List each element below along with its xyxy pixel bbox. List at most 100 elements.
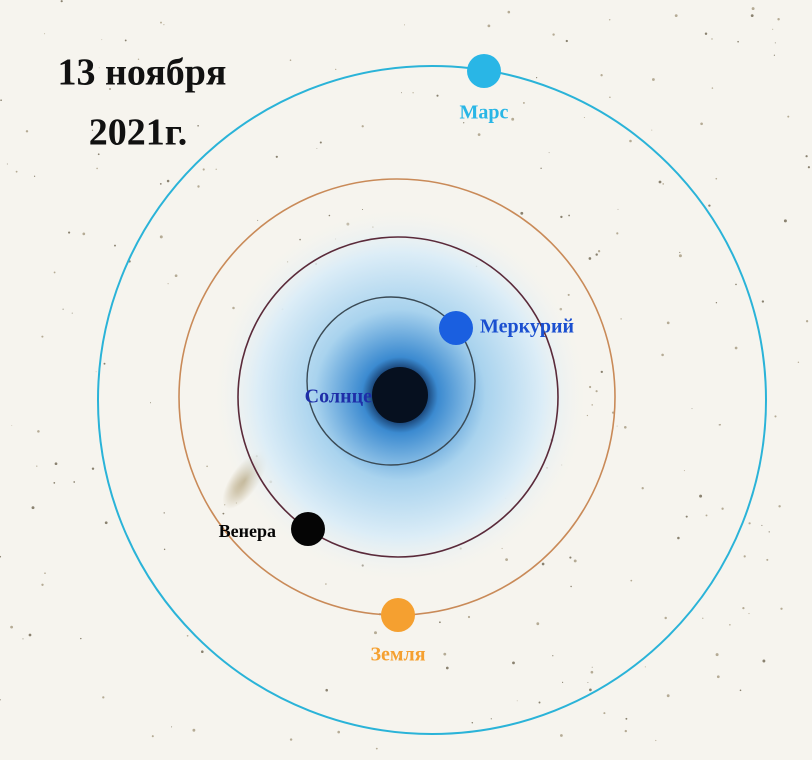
star [560, 216, 562, 218]
star [591, 404, 593, 406]
star [562, 682, 563, 683]
star [539, 702, 541, 704]
star [376, 748, 378, 750]
star [679, 252, 680, 253]
star [774, 55, 775, 56]
star [53, 482, 55, 484]
star [44, 572, 46, 574]
star [63, 309, 64, 310]
star [443, 653, 446, 656]
star [508, 11, 511, 14]
sun-label: Солнце [305, 386, 372, 408]
star [742, 607, 744, 609]
sun [372, 367, 428, 423]
star [766, 559, 768, 561]
star [692, 408, 693, 409]
star [679, 254, 682, 257]
star [716, 302, 717, 303]
star [36, 465, 37, 466]
star [222, 513, 224, 515]
star [512, 661, 515, 664]
star [774, 415, 776, 417]
planet-label: Меркурий [480, 316, 574, 338]
star [68, 232, 70, 234]
mars [467, 54, 501, 88]
star [592, 667, 593, 668]
star [160, 22, 162, 24]
star [652, 78, 655, 81]
star [175, 274, 178, 277]
star [201, 650, 204, 653]
star [523, 102, 525, 104]
star [216, 169, 217, 170]
star [73, 481, 75, 483]
star [751, 14, 754, 17]
star [37, 430, 40, 433]
star [598, 250, 600, 252]
star [41, 336, 43, 338]
star [511, 118, 514, 121]
star [642, 487, 644, 489]
star [601, 371, 603, 373]
star [735, 347, 738, 350]
star [164, 549, 165, 550]
planet-label: Земля [370, 644, 425, 666]
star [276, 156, 278, 158]
star [712, 87, 713, 88]
star [808, 166, 810, 168]
star [744, 555, 746, 557]
star [675, 14, 678, 17]
star [684, 470, 685, 471]
star [92, 467, 94, 469]
star [711, 38, 712, 39]
star [168, 283, 169, 284]
star [152, 735, 154, 737]
star [203, 168, 205, 170]
star [772, 29, 773, 30]
star [34, 176, 35, 177]
star [630, 580, 632, 582]
star [114, 245, 116, 247]
star [778, 505, 780, 507]
star [769, 531, 770, 532]
star [655, 740, 656, 741]
star [187, 635, 189, 637]
star [22, 638, 23, 639]
star [26, 130, 28, 132]
star [589, 257, 592, 260]
star [664, 617, 666, 619]
planet-label: Венера [219, 521, 276, 541]
star [596, 253, 598, 255]
star [61, 0, 63, 2]
star [197, 185, 199, 187]
star [192, 729, 195, 732]
star [729, 624, 731, 626]
star [600, 74, 602, 76]
star [717, 675, 720, 678]
star [478, 133, 481, 136]
star [167, 180, 170, 183]
star [446, 667, 449, 670]
star [659, 181, 662, 184]
star [401, 92, 402, 93]
star [584, 117, 585, 118]
star [472, 722, 473, 723]
star [752, 7, 755, 10]
star [609, 97, 611, 99]
star [11, 425, 12, 426]
star [82, 233, 85, 236]
star [374, 631, 377, 634]
star [197, 125, 199, 127]
star [715, 178, 717, 180]
star [603, 712, 605, 714]
title-line: 2021г. [89, 112, 187, 154]
star [337, 731, 340, 734]
star [10, 626, 13, 629]
planet-label: Марс [460, 102, 509, 124]
star [542, 563, 545, 566]
star [491, 718, 492, 719]
star [102, 696, 104, 698]
star [540, 168, 541, 169]
star [320, 141, 322, 143]
star [163, 24, 164, 25]
